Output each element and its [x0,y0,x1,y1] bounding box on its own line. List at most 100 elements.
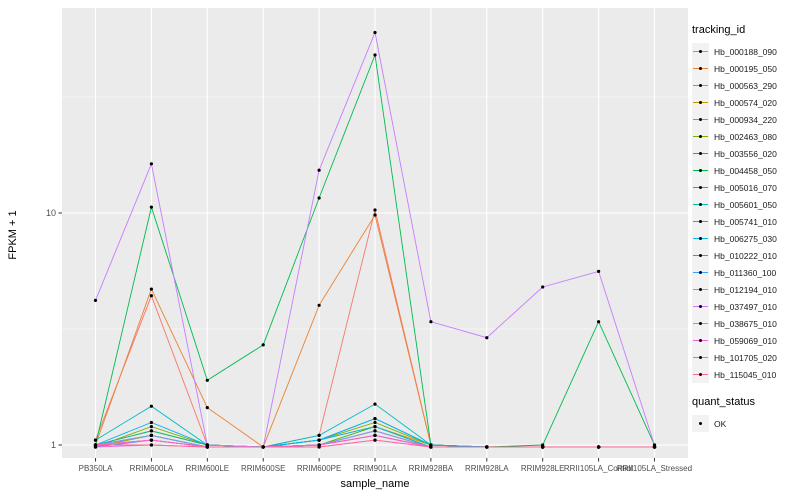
legend-item: Hb_005016_070 [692,179,798,196]
data-point [149,287,153,291]
legend-item: Hb_010222_010 [692,247,798,264]
legend-key-line-point-icon [692,145,709,162]
data-point [261,343,265,347]
data-point [93,298,98,302]
data-point [149,429,153,433]
legend-quant-items: OK [692,415,798,432]
legend-key-line-point-icon [692,162,709,179]
x-tick-label: RRIM928LE [521,464,565,473]
data-point [485,445,489,449]
legend-item: Hb_012194_010 [692,281,798,298]
legend-key-line-point-icon [692,349,709,366]
data-point [317,438,321,442]
legend-item: Hb_000195_050 [692,60,798,77]
legend-item-label: Hb_005016_070 [714,182,777,193]
legend-item-label: Hb_000934_220 [714,114,777,125]
legend-key-line-point-icon [692,94,709,111]
legend-item: Hb_000934_220 [692,111,798,128]
legend-key-line-point-icon [692,179,709,196]
x-tick-label: RRIM901LA [353,464,397,473]
data-point [205,445,209,449]
data-point [317,168,321,172]
legend-item-label: Hb_101705_020 [714,352,777,363]
x-tick-label: RRIM928BA [409,464,454,473]
data-point [373,53,377,57]
data-point [317,196,321,200]
legend-item-label: Hb_000188_090 [714,46,777,57]
legend-item-label: Hb_005601_050 [714,199,777,210]
data-point [373,429,377,433]
data-point [149,438,153,442]
legend-item-label: Hb_012194_010 [714,284,777,295]
data-point [205,378,209,382]
legend-item: Hb_005601_050 [692,196,798,213]
legend-item-label: Hb_002463_080 [714,131,777,142]
y-tick-label: 1 [51,440,56,450]
data-point [149,162,153,166]
data-point [373,433,377,437]
legend-item-label: OK [714,418,727,429]
legend: tracking_id Hb_000188_090 Hb_000195_050 Hb… [692,24,798,432]
legend-title-quant-status: quant_status [692,396,755,408]
data-point [149,294,153,298]
legend-item-quant: OK [692,415,798,432]
legend-item: Hb_038675_010 [692,315,798,332]
legend-item: Hb_003556_020 [692,145,798,162]
legend-key-line-point-icon [692,111,709,128]
data-point [149,205,153,209]
data-point [149,425,153,429]
data-point [373,213,377,217]
data-point [373,417,377,421]
data-point [597,320,601,324]
data-point [205,406,209,410]
legend-item: Hb_059069_010 [692,332,798,349]
legend-item-label: Hb_006275_030 [714,233,777,244]
data-point [317,433,321,437]
legend-key-line-point-icon [692,230,709,247]
x-tick-label: PB350LA [79,464,113,473]
legend-key-line-point-icon [692,332,709,349]
legend-item-label: Hb_004458_050 [714,165,777,176]
legend-item-label: Hb_038675_010 [714,318,777,329]
legend-key-point-icon [692,415,709,432]
legend-item: Hb_000563_290 [692,77,798,94]
data-point [261,445,265,449]
legend-item-label: Hb_003556_020 [714,148,777,159]
legend-item: Hb_004458_050 [692,162,798,179]
data-point [373,208,377,212]
data-point [373,438,377,442]
data-point [373,402,377,406]
legend-key-line-point-icon [692,60,709,77]
x-tick-label: RRII105LA_Stressed [617,464,692,473]
legend-item: Hb_037497_010 [692,298,798,315]
legend-key-line-point-icon [692,247,709,264]
legend-key-line-point-icon [692,264,709,281]
data-point [373,420,377,425]
data-point [149,433,153,437]
x-tick-label: RRIM928LA [465,464,509,473]
legend-key-line-point-icon [692,315,709,332]
legend-item: Hb_006275_030 [692,230,798,247]
legend-item-label: Hb_059069_010 [714,335,777,346]
legend-title-tracking-id: tracking_id [692,24,746,36]
x-tick-label: RRIM600LE [186,464,230,473]
data-point [541,285,545,289]
data-point [429,445,433,449]
data-point [317,445,321,449]
data-point [485,336,489,340]
data-point [597,269,601,273]
legend-item-label: Hb_115045_010 [714,369,777,380]
legend-item-label: Hb_005741_010 [714,216,777,227]
legend-item: Hb_005741_010 [692,213,798,230]
legend-item: Hb_115045_010 [692,366,798,383]
data-point [317,303,321,307]
x-tick-label: RRII105LA_Control [564,464,634,473]
data-point [373,30,377,35]
y-tick-label: 10 [46,208,56,218]
x-tick-label: RRIM600PE [297,464,341,473]
legend-item-label: Hb_011360_100 [714,267,777,278]
x-axis-title: sample_name [340,478,410,490]
x-tick-label: RRIM600LA [130,464,174,473]
legend-item-label: Hb_037497_010 [714,301,777,312]
